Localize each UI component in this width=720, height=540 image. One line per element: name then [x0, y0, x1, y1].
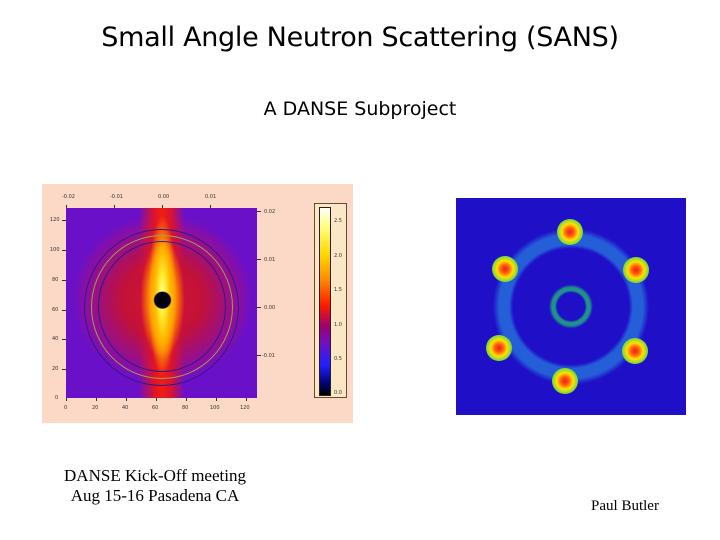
slide-subtitle: A DANSE Subproject	[263, 98, 457, 120]
colorbar-label: 0.5	[334, 356, 342, 362]
slide-title: Small Angle Neutron Scattering (SANS)	[101, 22, 619, 53]
colorbar-label: 1.5	[334, 287, 342, 293]
colorbar-label: 1.0	[334, 322, 342, 328]
colorbar-label: 0.0	[334, 390, 342, 396]
annulus-middle	[91, 235, 233, 379]
bottom-axis-label: 0	[64, 405, 68, 411]
meeting-date-location: Aug 15-16 Pasadena CA	[70, 486, 240, 505]
right-axis-label: -0.01	[262, 353, 275, 359]
annulus-inner	[98, 241, 226, 372]
bragg-spot	[486, 335, 512, 361]
left-axis-label: 40	[52, 336, 59, 342]
left-axis-label: 0	[55, 395, 59, 401]
bragg-spot	[623, 257, 649, 283]
bottom-axis-label: 40	[122, 405, 129, 411]
colorbar: 2.5 2.0 1.5 1.0 0.5 0.0	[314, 203, 347, 398]
bragg-spot	[552, 368, 578, 394]
detector-heatmap	[66, 208, 257, 398]
bottom-axis-label: 80	[182, 405, 189, 411]
hexagonal-scattering-pattern	[456, 198, 686, 415]
sans-detector-figure: -0.02 -0.01 0.00 0.01 120 100 80 60 40 2…	[42, 184, 353, 423]
top-axis-label: 0.01	[205, 194, 217, 200]
right-axis-label: 0.00	[264, 305, 276, 311]
bottom-axis-label: 120	[240, 405, 250, 411]
author-name: Paul Butler	[591, 498, 659, 514]
annulus-outer	[84, 229, 239, 386]
left-axis-label: 20	[52, 366, 59, 372]
left-axis-label: 80	[52, 277, 59, 283]
bragg-spot	[557, 219, 583, 245]
bragg-spot	[622, 338, 648, 364]
left-axis-label: 120	[50, 217, 60, 223]
left-axis-label: 60	[52, 307, 59, 313]
top-axis-label: -0.02	[62, 194, 75, 200]
left-axis-label: 100	[50, 247, 60, 253]
bottom-axis-label: 20	[92, 405, 99, 411]
meeting-name: DANSE Kick-Off meeting	[64, 466, 246, 485]
bottom-axis-label: 100	[210, 405, 220, 411]
colorbar-label: 2.0	[334, 253, 342, 259]
right-axis-label: 0.01	[264, 257, 276, 263]
colorbar-label: 2.5	[334, 218, 342, 224]
top-axis-label: 0.00	[158, 194, 170, 200]
colorbar-gradient	[319, 207, 331, 396]
top-axis-label: -0.01	[110, 194, 123, 200]
right-axis-label: 0.02	[264, 209, 276, 215]
bragg-spot	[492, 256, 518, 282]
meeting-info: DANSE Kick-Off meeting Aug 15-16 Pasaden…	[40, 466, 270, 506]
bottom-axis-label: 60	[152, 405, 159, 411]
